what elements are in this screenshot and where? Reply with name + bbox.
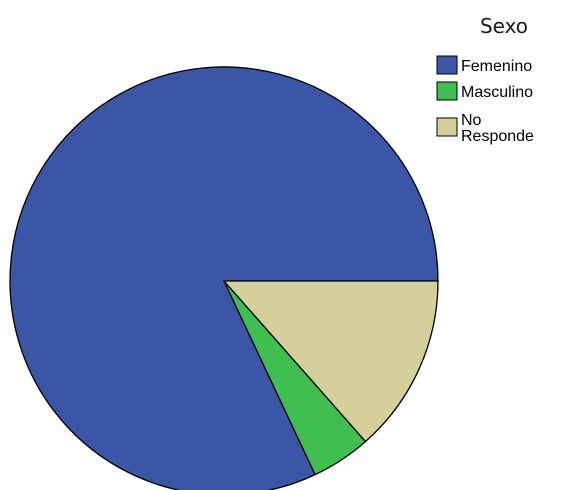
legend-swatch-no-responde	[436, 117, 458, 137]
legend-swatch-femenino	[436, 55, 458, 75]
legend-items: Femenino Masculino No Responde	[436, 55, 534, 145]
pie-slice-no-responde	[223, 280, 439, 443]
legend-label-no-responde: No Responde	[461, 112, 534, 145]
legend-label-masculino: Masculino	[461, 84, 533, 101]
pie-slice-femenino	[9, 66, 439, 490]
pie-slices	[9, 66, 439, 490]
legend-label-femenino: Femenino	[461, 58, 532, 75]
legend-swatch-masculino	[436, 81, 458, 101]
legend-title: Sexo	[480, 14, 528, 38]
legend: Sexo Femenino Masculino No Responde	[436, 14, 534, 145]
